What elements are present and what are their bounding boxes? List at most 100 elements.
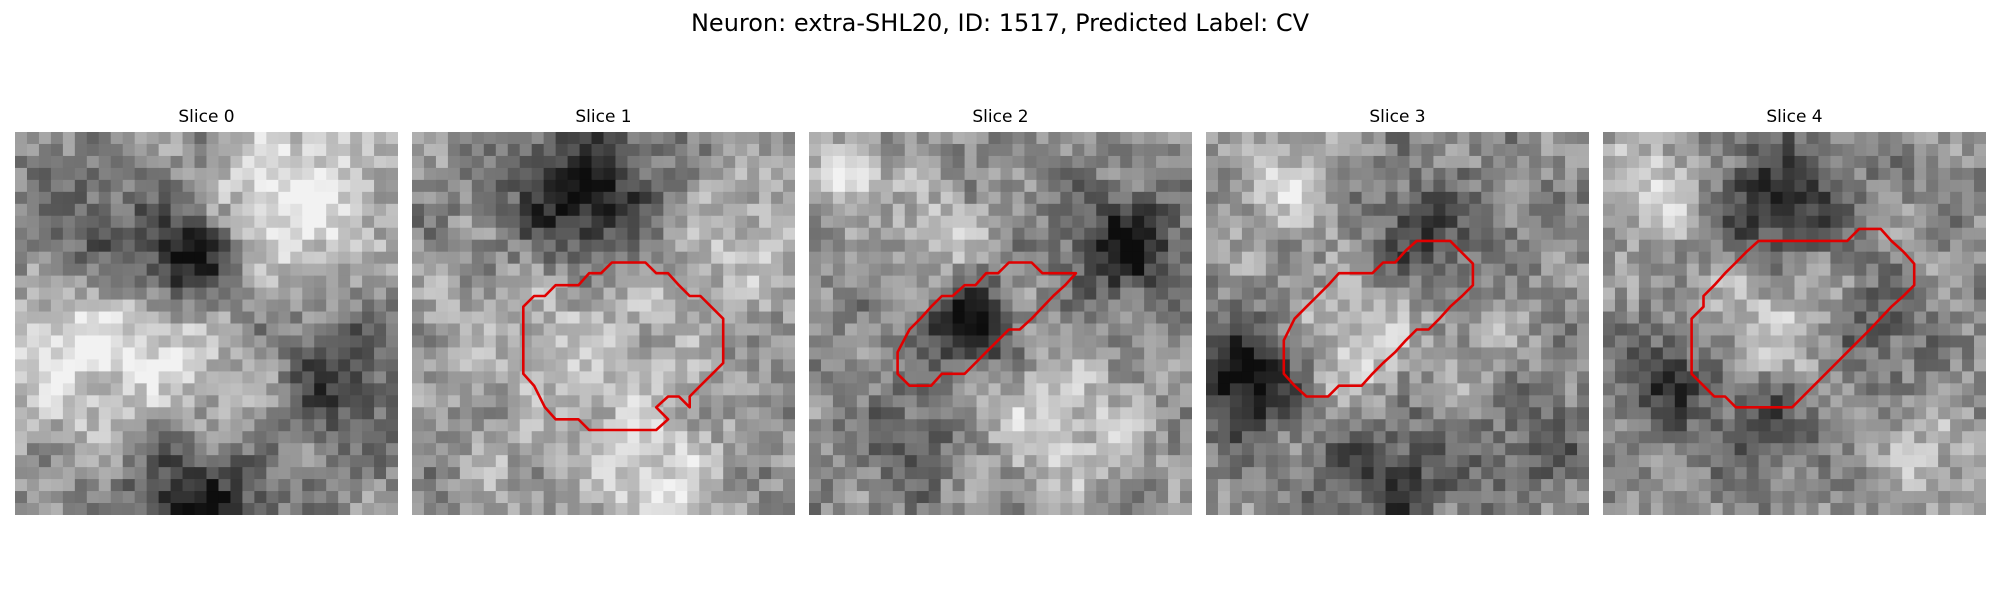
pixel (1638, 167, 1652, 181)
pixel (1517, 143, 1530, 157)
pixel (1265, 491, 1279, 504)
pixel (603, 419, 616, 432)
pixel (435, 191, 449, 205)
pixel (663, 503, 676, 515)
pixel (1577, 455, 1589, 468)
pixel (988, 347, 1001, 360)
pixel (206, 287, 219, 301)
pixel (1012, 227, 1025, 241)
pixel (1481, 431, 1494, 444)
pixel (735, 275, 748, 289)
pixel (1698, 263, 1712, 277)
pixel (74, 239, 88, 253)
pixel (110, 491, 124, 504)
pixel (86, 203, 100, 217)
pixel (856, 467, 870, 480)
pixel (1650, 179, 1664, 193)
pixel (146, 275, 160, 289)
pixel (868, 479, 882, 492)
pixel (699, 215, 712, 229)
pixel (483, 371, 497, 384)
pixel (1806, 275, 1819, 289)
pixel (362, 155, 375, 169)
pixel (218, 263, 231, 277)
pixel (1217, 395, 1231, 408)
pixel (1926, 287, 1939, 301)
pixel (868, 491, 882, 504)
pixel (1168, 215, 1181, 229)
pixel (206, 455, 219, 468)
pixel (507, 215, 521, 229)
pixel (1974, 227, 1986, 241)
pixel (1962, 359, 1975, 372)
pixel (1770, 323, 1784, 336)
pixel (1553, 323, 1566, 336)
pixel (74, 383, 88, 396)
pixel (1217, 215, 1231, 229)
pixel (290, 299, 303, 313)
pixel (266, 407, 279, 420)
pixel (170, 299, 184, 313)
pixel (362, 347, 375, 360)
pixel (519, 491, 533, 504)
pixel (844, 155, 858, 169)
pixel (1493, 407, 1506, 420)
pixel (916, 431, 930, 444)
pixel (266, 371, 279, 384)
pixel (1409, 203, 1422, 217)
pixel (832, 227, 846, 241)
pixel (170, 167, 184, 181)
pixel (783, 395, 795, 408)
pixel (435, 323, 449, 336)
pixel (314, 275, 327, 289)
pixel (1914, 227, 1927, 241)
pixel (218, 407, 231, 420)
pixel (1168, 359, 1181, 372)
pixel (1060, 179, 1073, 193)
pixel (844, 311, 858, 324)
pixel (639, 215, 652, 229)
pixel (603, 383, 616, 396)
pixel (1722, 155, 1736, 169)
pixel (206, 395, 219, 408)
pixel (1710, 143, 1724, 157)
pixel (182, 335, 196, 348)
pixel (1710, 311, 1724, 324)
pixel (1782, 251, 1795, 265)
pixel (50, 371, 64, 384)
pixel (567, 167, 581, 181)
pixel (1457, 335, 1470, 348)
pixel (1890, 191, 1903, 205)
pixel (844, 419, 858, 432)
pixel (1650, 215, 1664, 229)
pixel (314, 251, 327, 265)
pixel (675, 227, 688, 241)
pixel (820, 299, 834, 313)
pixel (699, 479, 712, 492)
pixel (122, 179, 136, 193)
pixel (254, 407, 267, 420)
pixel (1457, 323, 1470, 336)
pixel (880, 383, 894, 396)
pixel (735, 311, 748, 324)
pixel (615, 395, 628, 408)
pixel (254, 371, 267, 384)
pixel (242, 443, 255, 456)
pixel (856, 143, 870, 157)
pixel (1132, 155, 1145, 169)
pixel (1878, 132, 1891, 145)
pixel (1397, 191, 1410, 205)
pixel (1180, 503, 1192, 515)
pixel (543, 132, 557, 145)
pixel (1529, 263, 1542, 277)
pixel (110, 335, 124, 348)
pixel (820, 419, 834, 432)
pixel (1229, 383, 1243, 396)
pixel (386, 359, 398, 372)
pixel (543, 383, 557, 396)
pixel (591, 203, 604, 217)
pixel (1710, 359, 1724, 372)
pixel (1325, 443, 1339, 456)
pixel (687, 443, 700, 456)
pixel (471, 479, 485, 492)
